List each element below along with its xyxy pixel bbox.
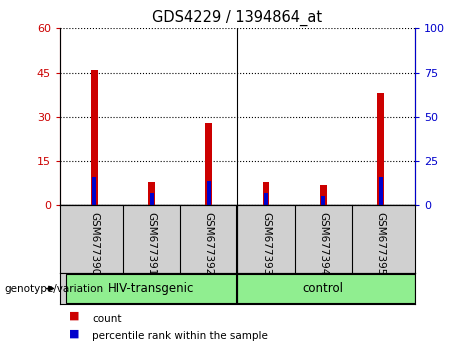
- Bar: [92, 177, 96, 205]
- Text: count: count: [92, 314, 122, 324]
- Bar: [264, 193, 268, 205]
- Text: genotype/variation: genotype/variation: [5, 284, 104, 293]
- Text: GSM677395: GSM677395: [376, 212, 385, 275]
- Text: GSM677394: GSM677394: [318, 212, 328, 275]
- Text: GSM677390: GSM677390: [89, 212, 99, 275]
- Text: percentile rank within the sample: percentile rank within the sample: [92, 331, 268, 341]
- Text: ■: ■: [69, 310, 80, 321]
- Bar: [149, 193, 154, 205]
- Bar: [148, 182, 155, 205]
- Bar: [207, 181, 211, 205]
- Bar: [65, 274, 237, 303]
- Bar: [320, 185, 327, 205]
- Bar: [263, 182, 270, 205]
- Bar: [237, 274, 415, 303]
- Text: GSM677392: GSM677392: [204, 212, 214, 275]
- Bar: [377, 93, 384, 205]
- Title: GDS4229 / 1394864_at: GDS4229 / 1394864_at: [152, 9, 323, 25]
- Bar: [205, 123, 212, 205]
- Text: control: control: [303, 282, 344, 295]
- Bar: [91, 70, 98, 205]
- Bar: [321, 196, 325, 205]
- Text: ■: ■: [69, 328, 80, 338]
- Text: GSM677393: GSM677393: [261, 212, 271, 275]
- Text: HIV-transgenic: HIV-transgenic: [108, 282, 195, 295]
- Bar: [378, 177, 383, 205]
- Text: GSM677391: GSM677391: [147, 212, 157, 275]
